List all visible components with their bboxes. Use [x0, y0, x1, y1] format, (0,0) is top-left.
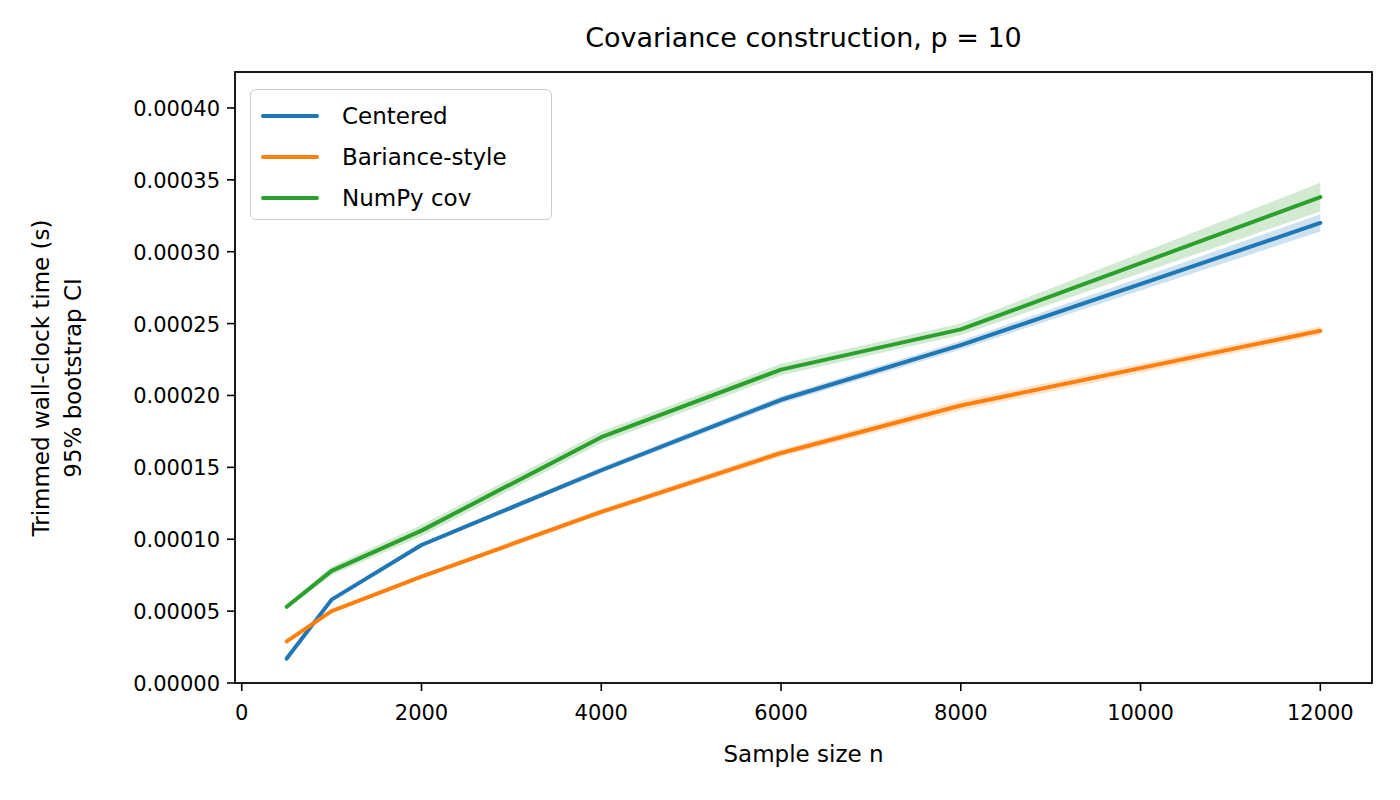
x-tick-label: 6000 [754, 701, 807, 725]
y-tick-label: 0.00010 [133, 528, 220, 552]
figure: 0 2000 4000 6000 8000 10000 12000 0.00000 0.0000… [0, 0, 1400, 800]
x-axis-label: Sample size n [235, 741, 1372, 767]
y-tick-label: 0.00030 [133, 241, 220, 265]
legend-item-bariance-style: Bariance-style [261, 136, 551, 177]
y-tick-label: 0.00040 [133, 97, 220, 121]
legend: Centered Bariance-style NumPy cov [250, 89, 552, 220]
legend-item-centered: Centered [261, 95, 551, 136]
y-tick-label: 0.00035 [133, 169, 220, 193]
y-tick-label: 0.00015 [133, 456, 220, 480]
x-tick-label: 4000 [575, 701, 628, 725]
y-axis-label-line1: Trimmed wall-clock time (s) [28, 220, 54, 537]
legend-line-swatch-bariance-style [261, 155, 319, 159]
figure-title: Covariance construction, p = 10 [235, 22, 1372, 53]
series-line-centered [287, 223, 1321, 659]
ci-band-bariance-style [287, 326, 1321, 642]
legend-line-swatch-centered [261, 114, 319, 118]
legend-label: NumPy cov [342, 185, 471, 211]
y-axis-label-line2: 95% bootstrap CI [60, 278, 86, 478]
y-tick-label: 0.00020 [133, 384, 220, 408]
legend-line-swatch-numpy-cov [261, 196, 319, 200]
x-tick-label: 12000 [1287, 701, 1354, 725]
series-line-bariance-style [287, 331, 1321, 642]
plot-svg: 0 2000 4000 6000 8000 10000 12000 0.00000 0.0000… [0, 0, 1400, 800]
legend-label: Bariance-style [342, 144, 507, 170]
x-tick-label: 2000 [395, 701, 448, 725]
ci-band-centered [287, 214, 1321, 660]
y-tick-label: 0.00025 [133, 313, 220, 337]
x-tick-label: 8000 [934, 701, 987, 725]
legend-label: Centered [342, 103, 448, 129]
x-tick-label: 0 [235, 701, 248, 725]
y-tick-label: 0.00005 [133, 600, 220, 624]
x-tick-label: 10000 [1107, 701, 1174, 725]
y-tick-label: 0.00000 [133, 672, 220, 696]
legend-item-numpy-cov: NumPy cov [261, 177, 551, 218]
